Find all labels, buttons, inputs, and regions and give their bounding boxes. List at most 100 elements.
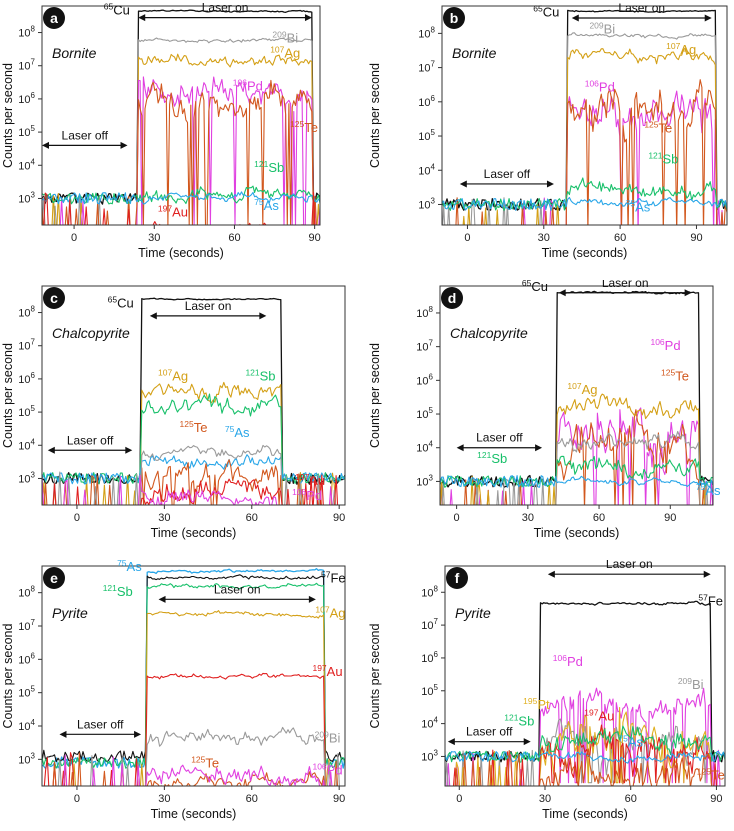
laser-off-label: Laser off bbox=[77, 717, 124, 731]
y-tick-label: 103 bbox=[416, 473, 433, 488]
series-label-au: 197Au bbox=[312, 663, 342, 679]
series-line-bi bbox=[57, 726, 340, 786]
y-tick-label: 104 bbox=[18, 157, 35, 172]
series-line-as bbox=[445, 750, 725, 764]
series-label-pd: 106Pd bbox=[585, 79, 615, 95]
series-line-bi bbox=[442, 32, 718, 225]
series-line-pd bbox=[59, 76, 320, 225]
series-line-te bbox=[43, 459, 322, 505]
arrowhead-left-icon bbox=[47, 446, 55, 454]
series-label-sb: 121Sb bbox=[504, 712, 534, 728]
x-tick-label: 60 bbox=[246, 793, 258, 805]
plot-area bbox=[445, 600, 725, 786]
series-label-ag: 107Ag bbox=[666, 41, 696, 57]
x-tick-label: 0 bbox=[71, 232, 77, 244]
x-tick-label: 0 bbox=[74, 512, 80, 524]
series-label-te: 125Te bbox=[697, 766, 725, 782]
panel-letter: b bbox=[450, 10, 459, 26]
plot-frame bbox=[439, 285, 714, 506]
y-axis-label: Counts per second bbox=[368, 623, 382, 728]
series-label-pd: 106Pd bbox=[553, 653, 583, 669]
series-line-pd bbox=[63, 754, 333, 786]
arrowhead-left-icon bbox=[138, 14, 146, 22]
series-line-pd bbox=[42, 474, 333, 505]
series-label-as: 75As bbox=[626, 198, 651, 214]
series-line-ag bbox=[440, 393, 707, 505]
series-line-te bbox=[454, 748, 713, 786]
plot-frame bbox=[41, 565, 346, 787]
arrowhead-right-icon bbox=[684, 289, 692, 297]
x-tick-label: 0 bbox=[464, 232, 470, 244]
series-label-au: 197Au bbox=[158, 204, 188, 220]
y-axis-label: Counts per second bbox=[368, 343, 382, 448]
plot-area bbox=[442, 9, 727, 225]
panel-letter: e bbox=[50, 570, 58, 586]
x-axis-label: Time (seconds) bbox=[151, 807, 237, 821]
chart-panel-b: 103 104 105 106 107 108 0 30 60 90 Time (seconds) C… bbox=[368, 1, 728, 260]
y-tick-label: 108 bbox=[18, 585, 35, 600]
x-tick-label: 90 bbox=[710, 793, 722, 805]
series-label-bi: 209Bi bbox=[315, 730, 341, 746]
y-axis-label: Counts per second bbox=[1, 63, 15, 168]
x-tick-label: 90 bbox=[333, 512, 345, 524]
arrowhead-left-icon bbox=[59, 730, 67, 738]
y-tick-label: 106 bbox=[416, 372, 433, 387]
arrowhead-right-icon bbox=[125, 446, 133, 454]
y-tick-label: 104 bbox=[418, 162, 435, 177]
series-line-bi bbox=[42, 37, 314, 225]
panel-letter: f bbox=[455, 570, 460, 586]
x-tick-label: 60 bbox=[614, 232, 626, 244]
x-tick-label: 30 bbox=[158, 793, 170, 805]
panel-badge bbox=[43, 287, 65, 309]
mineral-name: Bornite bbox=[452, 45, 497, 61]
series-label-as: 75As bbox=[696, 482, 721, 498]
series-label-bi: 209Bi bbox=[678, 676, 704, 692]
x-tick-label: 0 bbox=[456, 793, 462, 805]
series-line-ag bbox=[42, 381, 337, 505]
plot-area bbox=[42, 568, 345, 786]
series-label-cu: 65Cu bbox=[104, 1, 130, 17]
series-label-as: 75As bbox=[618, 734, 643, 750]
series-label-te: 125Te bbox=[644, 120, 672, 136]
series-line-pd bbox=[522, 90, 724, 225]
series-label-fe: 57Fe bbox=[321, 570, 346, 586]
series-label-pd: 106Pd bbox=[292, 487, 322, 503]
mineral-name: Pyrite bbox=[52, 605, 88, 621]
y-tick-label: 104 bbox=[18, 718, 35, 733]
series-label-te: 125Te bbox=[191, 755, 219, 771]
series-line-ag bbox=[51, 53, 320, 225]
y-tick-label: 104 bbox=[18, 437, 35, 452]
mineral-name: Bornite bbox=[52, 45, 97, 61]
laser-on-label: Laser on bbox=[202, 1, 249, 15]
chart-panel-f: 103 104 105 106 107 108 0 30 60 90 Time (seconds) C… bbox=[368, 560, 726, 821]
series-line-as bbox=[42, 454, 345, 485]
arrowhead-left-icon bbox=[42, 141, 49, 149]
y-tick-label: 105 bbox=[418, 128, 435, 143]
y-tick-label: 107 bbox=[18, 58, 35, 73]
series-label-cu: 65Cu bbox=[108, 295, 134, 311]
y-tick-label: 107 bbox=[18, 338, 35, 353]
y-tick-label: 103 bbox=[418, 196, 435, 211]
y-tick-label: 104 bbox=[421, 716, 438, 731]
series-line-pd bbox=[446, 687, 721, 786]
arrowhead-right-icon bbox=[546, 180, 554, 188]
series-label-bi: 209Bi bbox=[272, 30, 298, 46]
series-label-au: 197Au bbox=[295, 472, 325, 488]
arrowhead-right-icon bbox=[703, 570, 711, 578]
arrowhead-left-icon bbox=[558, 289, 566, 297]
y-tick-label: 108 bbox=[421, 584, 438, 599]
chart-panel-e: 103 104 105 106 107 108 0 30 60 90 Time (seconds) C… bbox=[1, 560, 346, 821]
laser-off-label: Laser off bbox=[476, 431, 523, 445]
chart-panel-a: 103 104 105 106 107 108 0 30 60 90 Time (seconds) C… bbox=[1, 1, 321, 260]
y-tick-label: 103 bbox=[18, 751, 35, 766]
y-tick-label: 107 bbox=[421, 617, 438, 632]
series-line-ag bbox=[72, 610, 331, 786]
y-axis-label: Counts per second bbox=[1, 623, 15, 728]
panel-letter: d bbox=[448, 290, 457, 306]
x-tick-label: 30 bbox=[158, 512, 170, 524]
plot-frame bbox=[444, 565, 726, 787]
laser-off-label: Laser off bbox=[466, 725, 513, 739]
y-tick-label: 107 bbox=[418, 60, 435, 75]
series-label-cu: 65Cu bbox=[533, 3, 559, 19]
x-tick-label: 90 bbox=[333, 793, 345, 805]
